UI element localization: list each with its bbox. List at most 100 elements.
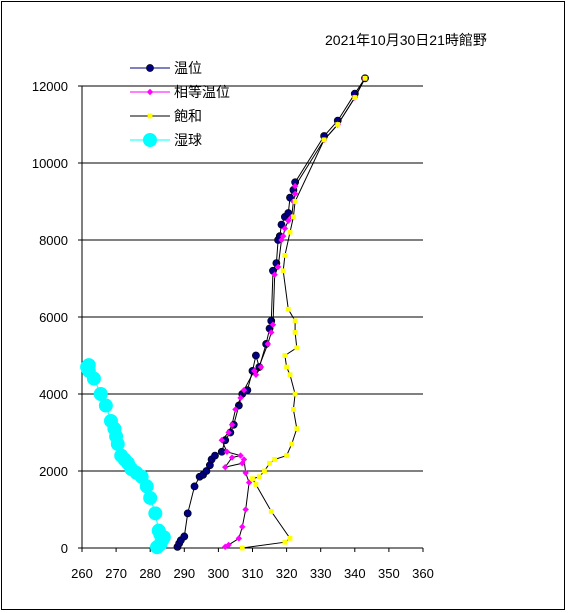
data-point [281, 225, 289, 232]
data-point [321, 137, 327, 143]
data-point [252, 351, 260, 360]
data-point [335, 122, 341, 127]
data-point [284, 453, 289, 458]
legend-item: 飽和 [130, 108, 202, 124]
data-point [352, 95, 358, 100]
legend-marker [146, 64, 154, 72]
data-point [292, 330, 298, 335]
x-tick-label: 330 [310, 566, 332, 581]
y-tick-label: 4000 [39, 387, 68, 402]
y-tick-label: 8000 [39, 233, 68, 248]
data-point [232, 406, 239, 413]
legend-item: 湿球 [130, 132, 202, 148]
data-point [282, 353, 288, 358]
data-point [274, 263, 282, 271]
x-tick-label: 260 [71, 566, 93, 581]
legend-marker [143, 133, 157, 147]
data-point [223, 448, 231, 455]
y-tick-label: 12000 [32, 79, 68, 94]
data-point [228, 421, 236, 428]
data-point [291, 190, 299, 197]
data-point [268, 329, 275, 336]
x-tick-label: 340 [344, 566, 366, 581]
data-point [294, 345, 300, 351]
data-point [284, 364, 289, 370]
data-point [237, 394, 244, 402]
data-point [103, 413, 118, 428]
data-point [292, 391, 298, 397]
legend-label: 飽和 [174, 108, 202, 124]
data-point [294, 426, 300, 432]
data-point [277, 220, 286, 229]
data-point [289, 441, 295, 447]
data-point [81, 358, 96, 373]
axes: 0 2000 4000 6000 8000 10000 12000 260 270 280 290 3… [32, 79, 434, 581]
data-point [250, 476, 255, 482]
data-point [235, 535, 243, 542]
data-point [190, 482, 199, 491]
x-tick-label: 310 [242, 566, 264, 581]
x-tick-label: 360 [412, 566, 434, 581]
data-point [287, 229, 293, 235]
data-point [239, 460, 246, 467]
data-point [291, 214, 296, 220]
data-point [262, 468, 267, 474]
grid-lines [82, 85, 423, 472]
x-tick-label: 350 [378, 566, 400, 581]
data-point [282, 539, 288, 545]
data-point [218, 437, 226, 444]
data-point [291, 182, 299, 190]
data-point [225, 429, 232, 436]
data-point [257, 363, 265, 371]
chart-title: 2021年10月30日21時館野 [325, 32, 487, 48]
data-point [239, 523, 246, 531]
data-point [292, 199, 298, 204]
data-point [269, 321, 277, 328]
legend-label: 湿球 [174, 132, 202, 148]
data-point [285, 306, 291, 312]
data-point [240, 386, 248, 394]
x-tick-label: 270 [105, 566, 127, 581]
data-point [271, 271, 278, 278]
y-tick-label: 6000 [39, 310, 68, 325]
x-tick-label: 320 [276, 566, 298, 581]
series-1 [173, 74, 369, 551]
data-point [148, 506, 163, 521]
legend-item: 相等温位 [130, 84, 230, 100]
data-point [183, 509, 192, 518]
data-point [278, 236, 285, 244]
data-point [291, 407, 296, 412]
series-3 [239, 75, 368, 551]
data-point [256, 474, 262, 480]
legend-label: 温位 [174, 60, 202, 76]
data-point [180, 532, 189, 541]
y-tick-label: 10000 [32, 156, 68, 171]
data-point [228, 454, 236, 461]
x-tick-label: 290 [173, 566, 195, 581]
data-point [242, 469, 249, 477]
data-point [98, 398, 113, 413]
data-point [264, 340, 272, 348]
data-point [237, 452, 244, 459]
data-point [211, 451, 219, 460]
data-point [202, 467, 211, 475]
y-tick-label: 2000 [39, 464, 68, 479]
x-tick-label: 280 [139, 566, 161, 581]
x-tick-label: 300 [208, 566, 230, 581]
data-point [267, 460, 272, 466]
data-point [282, 253, 288, 258]
data-point [279, 232, 287, 240]
legend-marker [146, 88, 154, 96]
data-point [287, 535, 293, 541]
data-point [93, 387, 108, 401]
data-point [292, 318, 298, 324]
data-point [286, 193, 294, 202]
data-point [242, 506, 249, 513]
data-point [253, 482, 259, 487]
legend-label: 相等温位 [174, 84, 230, 100]
data-point [239, 545, 245, 551]
